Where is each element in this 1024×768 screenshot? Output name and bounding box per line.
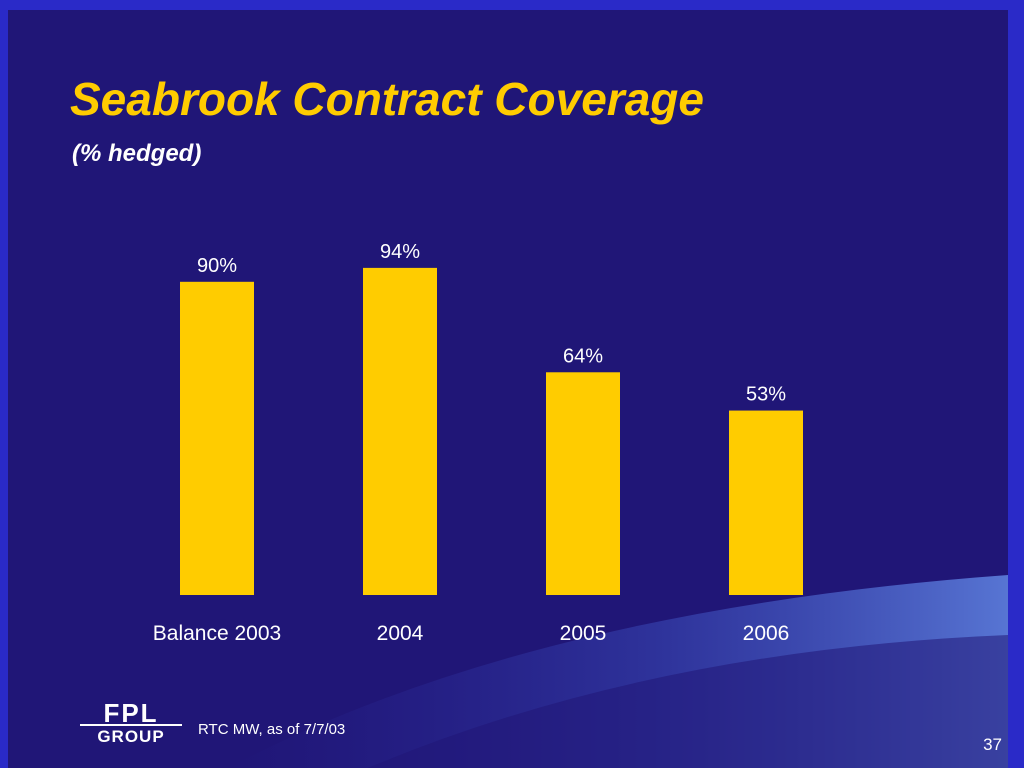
logo-line2: GROUP <box>97 727 164 744</box>
category-label-4: 2006 <box>743 622 790 645</box>
footnote: RTC MW, as of 7/7/03 <box>198 721 346 738</box>
logo-line1: FPL <box>103 698 158 728</box>
value-label-4: 53% <box>746 384 786 406</box>
slide-panel: 90% 94% 64% 53% Balance 2003 2004 2005 2006 <box>8 10 1008 768</box>
category-label-2: 2004 <box>377 622 424 645</box>
bar-4 <box>729 410 803 595</box>
page-subtitle: (% hedged) <box>72 140 202 167</box>
category-label-3: 2005 <box>560 622 607 645</box>
value-label-1: 90% <box>197 255 237 277</box>
value-label-2: 94% <box>380 241 420 263</box>
category-label-1: Balance 2003 <box>153 622 281 645</box>
bar-1 <box>180 281 254 595</box>
bar-2 <box>363 267 437 595</box>
bar-3 <box>546 372 620 595</box>
page-title: Seabrook Contract Coverage <box>70 73 704 125</box>
logo-divider <box>80 724 182 726</box>
bars-layer <box>180 267 803 595</box>
page-number: 37 <box>983 735 1002 754</box>
value-label-3: 64% <box>563 345 603 367</box>
value-labels-layer: 90% 94% 64% 53% <box>197 241 786 406</box>
bar-chart: 90% 94% 64% 53% Balance 2003 2004 2005 2006 <box>153 241 803 645</box>
decorative-swoosh <box>228 575 1008 768</box>
category-labels-layer: Balance 2003 2004 2005 2006 <box>153 622 790 645</box>
fpl-group-logo: FPL GROUP <box>80 698 182 744</box>
